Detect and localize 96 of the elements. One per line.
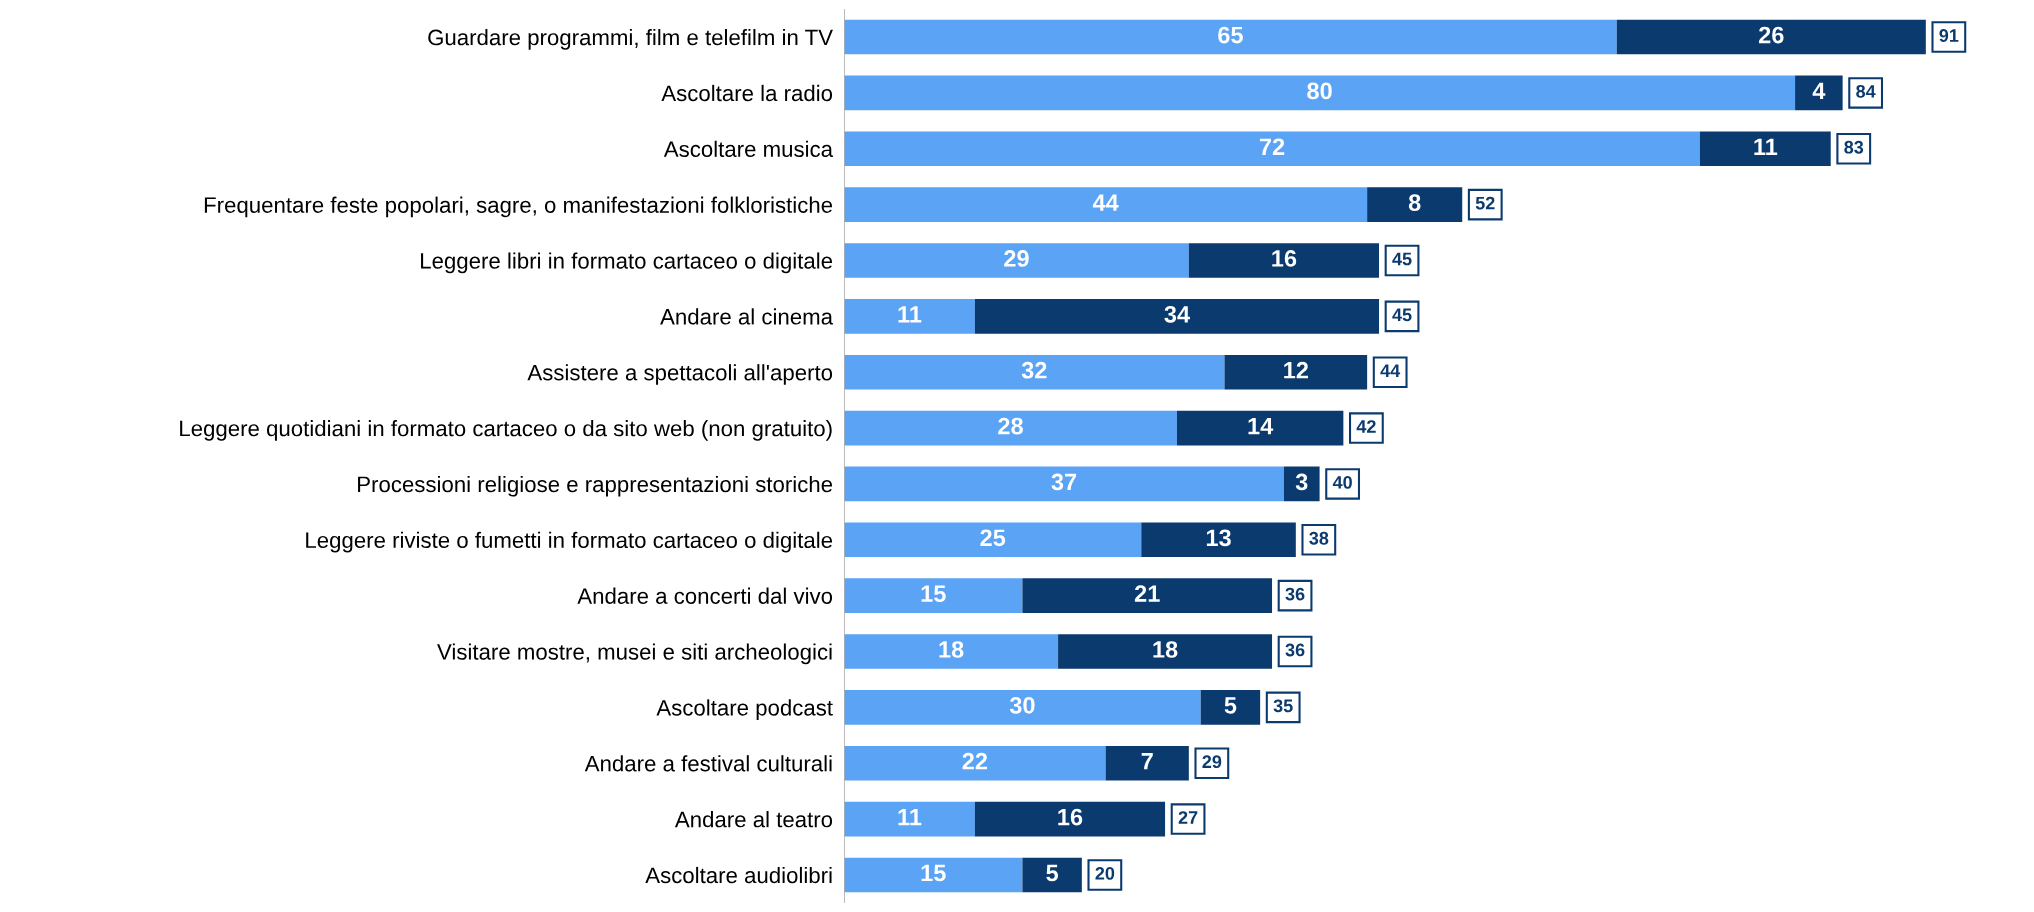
bar [1224,354,1368,390]
total-label: 83 [1844,140,1864,154]
data-label: 14 [1248,417,1274,435]
y-tick-label: Assistere a spettacoli all'aperto [527,364,833,385]
bar [844,299,975,334]
bar [844,745,1106,781]
y-tick-label: Andare al teatro [674,811,833,828]
bar [1795,75,1843,111]
bar [1105,745,1189,781]
bar [844,75,1796,111]
total-label: 84 [1856,84,1876,98]
y-tick-label: Visitare mostre, musei e siti archeologici [437,643,832,665]
data-label: 5 [1046,864,1059,882]
total-label: 36 [1285,587,1305,601]
total-label: 40 [1332,475,1352,489]
y-tick-label: Ascoltare podcast [656,699,833,721]
total-label: 91 [1939,29,1959,42]
data-label: 15 [921,864,946,882]
bar [844,19,1617,55]
y-tick-label: Leggere libri in formato cartaceo o digitale [421,252,833,274]
bar [1188,243,1380,278]
data-label: 18 [939,641,964,658]
data-label: 80 [1307,82,1332,100]
data-label: 7 [1141,753,1153,770]
bar [844,578,1023,613]
total-label: 44 [1380,364,1401,377]
bar [844,690,1201,725]
bar [1176,410,1344,446]
y-tick-label: Frequentare feste popolari, sagre, o manifestazioni folkloristiche [204,196,833,218]
bar [844,131,1700,167]
data-label: 26 [1758,26,1784,44]
bar [844,466,1284,502]
total-label: 52 [1475,196,1495,210]
total-label: 45 [1392,252,1412,266]
bar [844,857,1023,893]
bar [1200,690,1261,725]
data-label: 29 [1004,250,1029,267]
bar [844,634,1059,669]
data-label: 72 [1259,138,1285,155]
data-label: 22 [962,752,988,770]
total-label: 36 [1285,643,1305,657]
y-tick-label: Ascoltare la radio [661,84,833,102]
bar [844,801,975,837]
bar [1616,19,1926,55]
y-tick-label: Leggere riviste o fumetti in formato cartaceo o digitale [306,531,833,553]
data-label: 5 [1224,697,1237,714]
y-tick-label: Guardare programmi, film e telefilm in TV [428,29,833,50]
bar [844,354,1225,390]
data-label: 30 [1009,696,1035,714]
bar [1141,522,1296,558]
data-label: 16 [1058,808,1083,826]
data-label: 25 [980,529,1006,547]
total-label: 35 [1273,699,1293,713]
y-tick-label: Leggere quotidiani in formato cartaceo o da sito web (non gratuito) [180,420,832,441]
total-label: 20 [1095,867,1115,880]
y-tick-label: Andare a concerti dal vivo [577,587,833,604]
y-tick-label: Andare al cinema [660,308,834,325]
data-label: 12 [1284,361,1308,379]
y-tick-label: Processioni religiose e rappresentazioni storiche [358,475,833,497]
bar [974,801,1166,837]
bar [1022,578,1273,613]
bar [844,522,1142,558]
data-label: 11 [898,808,922,826]
data-label: 28 [998,417,1023,435]
bar [974,299,1380,334]
data-label: 4 [1812,82,1826,100]
bar [1283,466,1320,502]
y-tick-label: Ascoltare audiolibri [645,866,832,884]
data-label: 21 [1134,585,1160,602]
data-label: 11 [1754,138,1778,155]
data-label: 18 [1153,641,1178,658]
data-label: 13 [1206,529,1231,547]
data-label: 65 [1218,26,1243,44]
bar [844,410,1177,446]
total-label: 29 [1202,755,1222,769]
y-tick-label: Ascoltare musica [663,140,834,158]
data-label: 11 [898,306,922,323]
total-label: 42 [1356,420,1376,433]
data-label: 32 [1021,361,1047,379]
total-label: 27 [1178,811,1198,824]
data-label: 8 [1408,194,1421,211]
data-label: 37 [1051,473,1077,491]
bar [844,243,1189,278]
total-label: 38 [1309,531,1329,545]
data-label: 16 [1272,250,1297,267]
bar [1367,187,1463,222]
data-label: 34 [1164,305,1190,323]
bar [1058,634,1273,669]
data-label: 3 [1295,473,1308,491]
bar [1022,857,1082,893]
y-tick-label: Andare a festival culturali [584,755,832,772]
bar [844,187,1368,222]
total-label: 45 [1392,308,1412,322]
data-label: 15 [921,585,946,602]
bar [1699,131,1831,167]
data-label: 44 [1092,194,1119,211]
